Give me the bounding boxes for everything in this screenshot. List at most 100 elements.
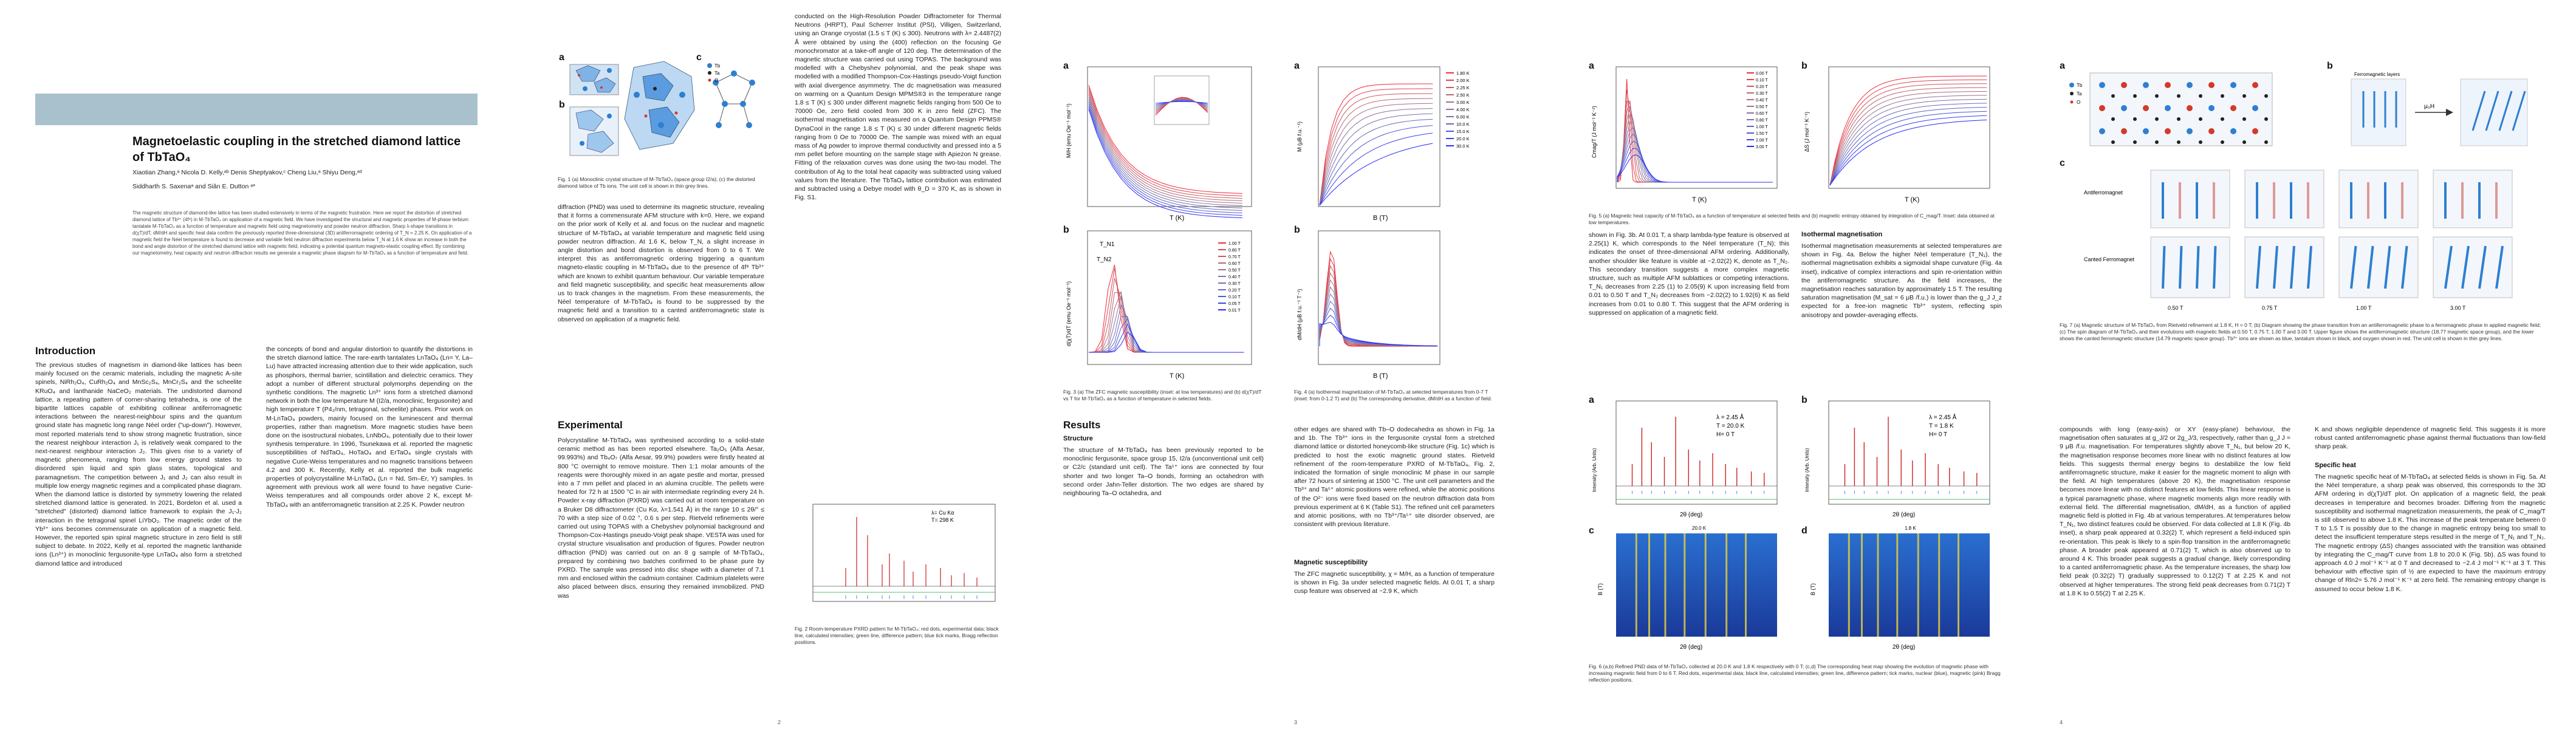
legend-entry: 20.0 K: [1456, 136, 1470, 142]
spin-arrow: [2256, 245, 2261, 289]
afm-label: Antiferromagnet: [2084, 190, 2123, 196]
atom: [2187, 82, 2193, 88]
susceptibility-curve: [1088, 97, 1242, 206]
field-label-4: 3.00 T: [2450, 305, 2466, 311]
heatmap-line: [1684, 533, 1686, 637]
spin-arrow: [2444, 245, 2453, 289]
fig5a-curves: [1617, 78, 1773, 183]
dxt-curve: [1089, 323, 1244, 353]
atom: [2099, 105, 2105, 111]
legend-entry: 3.00 T: [1756, 145, 1768, 149]
atom: [2133, 94, 2137, 98]
atom: [2111, 117, 2115, 121]
spin-arrow: [2273, 245, 2278, 289]
heatmap-line: [1745, 533, 1747, 637]
spin-arrow: [2401, 245, 2408, 289]
fig5b-xlabel: T (K): [1905, 196, 1919, 204]
atom: [2230, 105, 2236, 111]
atom: [2165, 82, 2171, 88]
fig6b-info-2: T = 1.8 K: [1929, 423, 1954, 430]
legend-entry: 0.50 T: [1228, 269, 1241, 273]
fig4a-curves: [1319, 83, 1433, 206]
heatmap-line: [1896, 533, 1899, 637]
legend-entry: 0.01 T: [1228, 309, 1241, 313]
fig6a-frame: [1615, 400, 1778, 505]
fig6-label-b: b: [1801, 395, 1807, 405]
figure-1-caption: Fig. 1 (a) Monoclinic crystal structure …: [558, 176, 755, 189]
fig7-label-c: c: [2060, 158, 2065, 168]
atom: [2208, 105, 2215, 111]
legend-entry: 0.50 T: [1756, 105, 1768, 109]
fig3-label-b: b: [1063, 225, 1069, 235]
susceptibility-curve: [1088, 104, 1242, 213]
spin-arrow: [2290, 245, 2295, 289]
magnetic-structure-illustration: μ₀H Ferromagnetic layers Antiferromagnet…: [2069, 72, 2528, 311]
fig5b-ylabel: ΔS (J mol⁻¹ K⁻¹): [1804, 112, 1810, 152]
atom: [2208, 128, 2215, 134]
atom: [2121, 128, 2127, 134]
crystal-structure-illustration: Tb Ta O: [569, 61, 755, 156]
fig6-label-c: c: [1589, 525, 1594, 536]
heat-capacity-plots: T (K) Cmag/T (J mol⁻¹ K⁻²) T (K) ΔS (J m…: [1591, 66, 1990, 204]
field-label-2: 0.75 T: [2262, 305, 2278, 311]
spin-arrow: [2478, 245, 2487, 289]
atom: [2252, 82, 2258, 88]
atom: [2264, 117, 2268, 121]
figure-3-susceptibility: T (K) M/H (emu Oe⁻¹ mol⁻¹) T_N1 T_N2 T (…: [1063, 61, 1264, 383]
fig6a-info-2: T = 20.0 K: [1716, 423, 1745, 430]
atom: [2264, 140, 2268, 144]
spin-arrow: [2461, 245, 2470, 289]
fig6a-ylabel: Intensity (Arb. Units): [1592, 448, 1597, 492]
fig7c-spin-diagrams: Antiferromagnet Canted Ferromagnet 0.50 …: [2084, 169, 2513, 311]
fm-layers-label: Ferromagnetic layers: [2354, 72, 2400, 77]
structure-text-continued: other edges are shared with Tb–O dodecah…: [1294, 426, 1495, 529]
entropy-curve: [1829, 98, 1987, 186]
polyhedra-b: [569, 106, 619, 156]
fig7-label-b: b: [2327, 61, 2333, 71]
susceptibility-curve: [1088, 84, 1242, 194]
page-number: 4: [2060, 719, 2063, 725]
fig1-label-b: b: [559, 100, 565, 110]
figure-6-neutron-diffraction: λ = 2.45 Å T = 20.0 K H= 0 T λ = 2.45 Å …: [1589, 395, 2002, 656]
fig6d-ylabel: B (T): [1810, 583, 1816, 595]
atom: [2187, 105, 2193, 111]
spin-arrow: [2498, 91, 2513, 131]
diamond-lattice-c: [713, 70, 755, 128]
atom: [2199, 117, 2202, 121]
pxrd-peaks: [813, 517, 995, 587]
dxt-curve: [1088, 296, 1244, 353]
susceptibility-curve: [1088, 87, 1242, 196]
cmag-curve: [1617, 89, 1773, 183]
susceptibility-plots: T (K) M/H (emu Oe⁻¹ mol⁻¹) T_N1 T_N2 T (…: [1066, 66, 1252, 380]
atom: [2143, 128, 2149, 134]
legend-tb: Tb: [714, 63, 721, 69]
specheat-text: The magnetic specific heat of M-TbTaO₄ a…: [2315, 473, 2546, 593]
legend-entry: 0.20 T: [1228, 289, 1241, 293]
dxt-curve: [1088, 304, 1244, 353]
entropy-curve: [1829, 87, 1987, 186]
inset-curve: [1155, 101, 1208, 104]
legend-entry: 2.00 T: [1756, 139, 1768, 143]
fig6b-ylabel: Intensity (Arb. Units): [1804, 448, 1810, 492]
pxrd-plot: λ= Cu Kα T= 298 K: [812, 504, 996, 602]
figure-5-caption: Fig. 5 (a) Magnetic heat capacity of M-T…: [1589, 213, 1995, 225]
spin-arrow: [2485, 91, 2499, 131]
heading-introduction: Introduction: [35, 345, 96, 357]
entropy-curve: [1829, 111, 1987, 186]
legend-entry: 0.10 T: [1756, 78, 1768, 83]
fig7a-structure: [2089, 72, 2273, 146]
legend-entry: 0.80 T: [1756, 118, 1768, 123]
fig6a-info-1: λ = 2.45 Å: [1716, 413, 1744, 421]
fig3b-frame: [1087, 230, 1252, 365]
heading-magnetic-susceptibility: Magnetic susceptibility: [1294, 559, 1368, 566]
page2-intro-continued: diffraction (PND) was used to determine …: [558, 204, 764, 323]
page4-text-col4: K and shows negligible dependence of mag…: [2315, 426, 2546, 451]
atom: [2208, 82, 2215, 88]
entropy-curve: [1829, 119, 1987, 186]
atom: [2221, 140, 2224, 144]
fig6b-info-3: H= 0 T: [1929, 431, 1947, 438]
fig3b-curves: [1088, 264, 1244, 353]
fig6b-info-1: λ = 2.45 Å: [1929, 413, 1957, 421]
legend-entry: 15.0 K: [1456, 129, 1470, 134]
figure-2-caption: Fig. 2 Room-temperature PXRD pattern for…: [795, 626, 999, 645]
